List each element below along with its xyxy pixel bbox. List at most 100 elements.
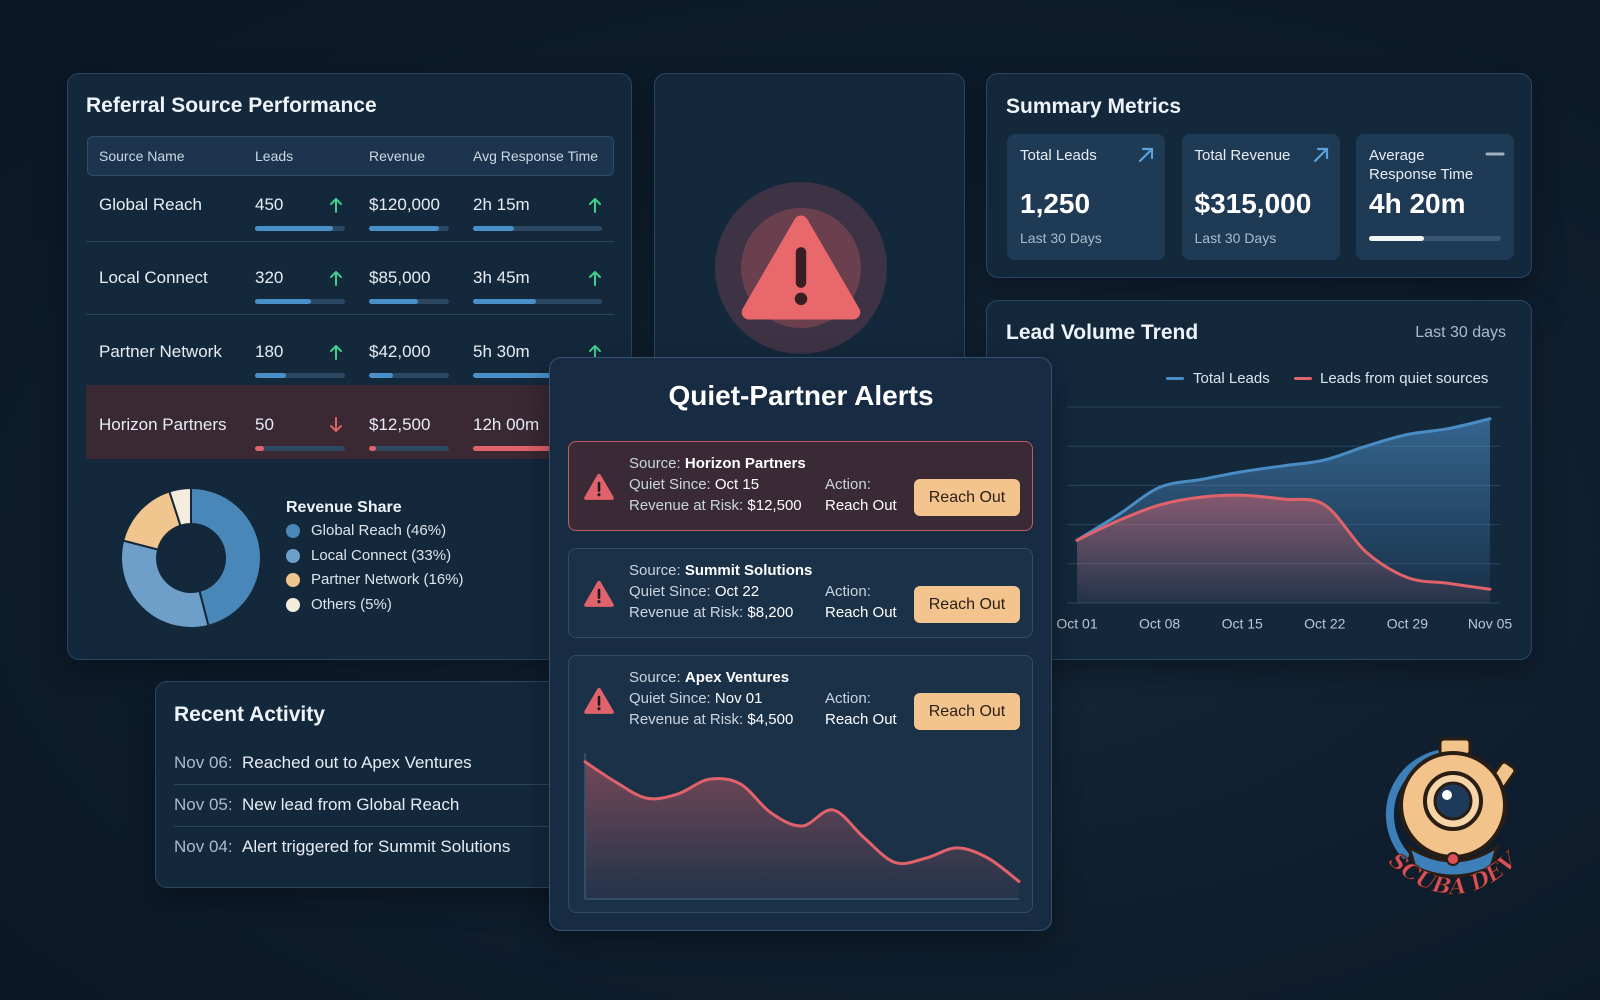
- arrow-icon: [330, 417, 342, 433]
- logo: SCUBA DEV: [1383, 737, 1524, 901]
- arrow-icon: [589, 271, 601, 287]
- legend-label: Leads from quiet sources: [1320, 370, 1489, 387]
- column-header: Revenue: [369, 147, 426, 164]
- action-value: Reach Out: [825, 711, 897, 728]
- metric-label: Total Revenue: [1194, 147, 1291, 164]
- panel-title: Quiet-Partner Alerts: [668, 380, 934, 412]
- metric-value: 4h 20m: [1369, 188, 1466, 220]
- revenue: $12,500: [369, 415, 431, 434]
- metric-value: 1,250: [1020, 188, 1091, 220]
- trend-panel: Lead Volume Trend Last 30 days Total Leads…: [986, 300, 1532, 660]
- action-value: Reach Out: [825, 604, 897, 621]
- donut-slice: [168, 486, 192, 527]
- bar: [255, 299, 311, 305]
- referral-panel: Referral Source Performance Source Name Le…: [67, 73, 632, 660]
- alert-icon: [584, 580, 614, 607]
- chart-subtitle: Last 30 days: [1415, 324, 1506, 342]
- series-line: [1075, 417, 1492, 542]
- alert-line: Quiet Since: Oct 22: [629, 583, 759, 601]
- source-name: Partner Network: [99, 341, 222, 361]
- bar-track: [255, 372, 345, 378]
- alert-line: Revenue at Risk: $12,500: [629, 497, 802, 515]
- bar: [473, 299, 537, 305]
- sparkline-area: [585, 761, 1019, 899]
- trend-arrow: [589, 198, 601, 213]
- reach-out-button[interactable]: Reach Out: [914, 586, 1020, 623]
- leads: 450: [255, 194, 284, 214]
- trend-arrow: [330, 344, 342, 360]
- bar: [369, 446, 377, 452]
- arrow-icon: [330, 198, 342, 213]
- field-value: Summit Solutions: [684, 562, 813, 579]
- field-label: Source:: [629, 455, 681, 472]
- trend-icon: [1313, 147, 1328, 163]
- field-value: $4,500: [747, 711, 794, 728]
- field-value: Apex Ventures: [684, 669, 790, 686]
- field-value: Oct 15: [714, 476, 760, 493]
- field-label: Quiet Since:: [629, 690, 711, 707]
- bar-track: [369, 446, 449, 452]
- source-name: Global Reach: [99, 194, 203, 214]
- metric-card: Total Leads 1,250 Last 30 Days: [1007, 134, 1165, 260]
- x-tick-label: Oct 29: [1387, 616, 1428, 632]
- alert-line: Revenue at Risk: $8,200: [629, 604, 793, 622]
- trend-icon: [1485, 152, 1505, 156]
- alert-line: Quiet Since: Oct 15: [629, 476, 759, 494]
- field-label: Revenue at Risk:: [629, 497, 744, 514]
- table-header: [87, 136, 614, 176]
- row-separator: [86, 314, 614, 316]
- metric-card: Average Response Time 4h 20m: [1356, 134, 1514, 260]
- alert-card: Source: Horizon Partners Quiet Since: Oct…: [568, 441, 1033, 531]
- warning-icon: [715, 182, 887, 354]
- activity-text: New lead from Global Reach: [242, 794, 460, 814]
- bar: [473, 372, 557, 378]
- donut-slice: [190, 486, 262, 628]
- area-fill: [1077, 495, 1490, 603]
- alert-icon: [584, 473, 614, 500]
- alerts-panel: Quiet-Partner Alerts Source: Horizon Part…: [549, 357, 1052, 931]
- row-separator: [174, 826, 574, 827]
- field-value: $8,200: [747, 604, 794, 621]
- metric-label: Average Response Time: [1369, 147, 1474, 183]
- trend-up-icon: [1138, 147, 1154, 163]
- panel-title: Summary Metrics: [1006, 95, 1182, 119]
- field-label: Revenue at Risk:: [629, 604, 744, 621]
- metric-card: Total Revenue $315,000 Last 30 Days: [1181, 134, 1340, 260]
- alert-triangle-dot: [597, 707, 601, 711]
- revenue: $42,000: [369, 341, 431, 361]
- alert-line: Quiet Since: Nov 01: [629, 690, 762, 708]
- bar: [369, 299, 419, 305]
- alert-line: Source: Summit Solutions: [629, 562, 812, 580]
- metric-note: Last 30 Days: [1194, 229, 1277, 246]
- trend-arrow: [330, 198, 342, 213]
- bar: [473, 226, 515, 231]
- logo-glint: [1442, 790, 1452, 800]
- bar: [473, 446, 590, 452]
- x-tick-label: Oct 08: [1139, 616, 1180, 632]
- legend-label: Partner Network (16%): [311, 571, 464, 588]
- bar-track: [473, 226, 602, 231]
- panel-title: Referral Source Performance: [86, 94, 377, 118]
- chart-title: Lead Volume Trend: [1006, 321, 1199, 345]
- legend-label: Local Connect (33%): [311, 546, 452, 564]
- x-tick-label: Oct 22: [1304, 616, 1345, 632]
- legend-label: Total Leads: [1193, 370, 1270, 387]
- logo-porthole: [1433, 781, 1473, 821]
- field-label: Quiet Since:: [629, 583, 711, 600]
- activity-date: Nov 04:: [174, 836, 233, 856]
- alert-line: Source: Horizon Partners: [629, 455, 806, 473]
- legend-swatch: [286, 548, 300, 563]
- metric-label: Total Leads: [1020, 147, 1097, 164]
- action-label: Action:: [825, 476, 871, 493]
- field-value: Oct 22: [714, 583, 760, 600]
- reach-out-button[interactable]: Reach Out: [914, 693, 1020, 730]
- donut-slice: [120, 539, 210, 629]
- reach-out-button[interactable]: Reach Out: [914, 479, 1020, 516]
- action-label: Action:: [825, 690, 871, 707]
- field-value: Nov 01: [714, 690, 763, 707]
- line-chart: Oct 01 Oct 08 Oct 15 Oct 22 Oct 29 Nov 05: [1056, 406, 1512, 632]
- arrow-icon: [330, 344, 342, 360]
- alert-line: Source: Apex Ventures: [629, 669, 789, 687]
- legend-label: Global Reach (46%): [311, 522, 447, 539]
- alert-line: Revenue at Risk: $4,500: [629, 711, 793, 729]
